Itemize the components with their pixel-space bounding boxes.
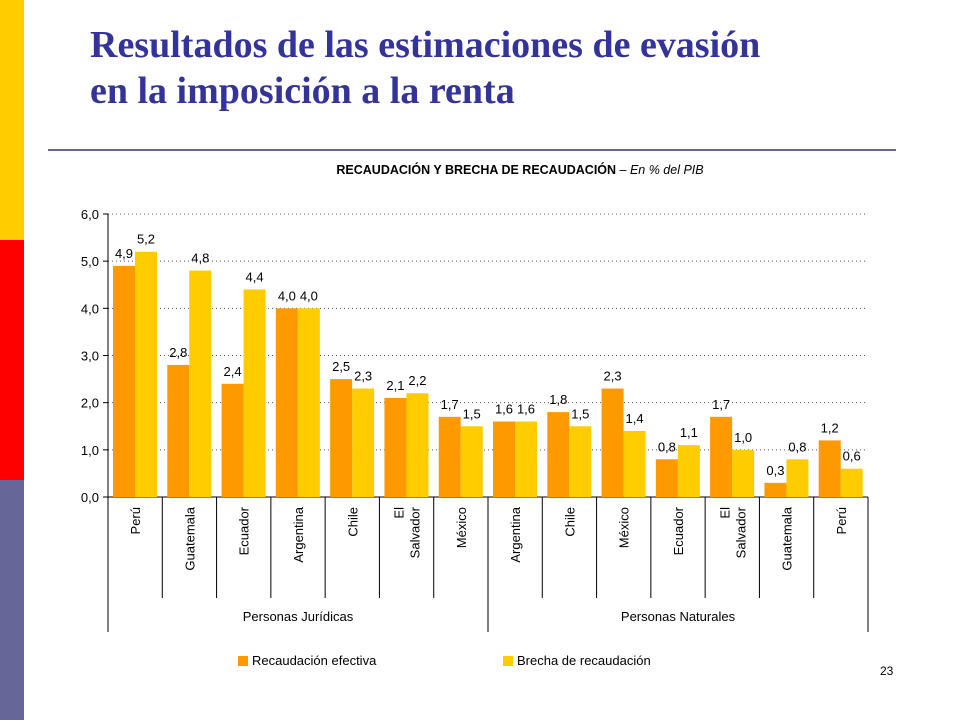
- bar: [352, 388, 375, 497]
- data-label: 1,6: [495, 402, 513, 417]
- x-tick-label: Argentina: [508, 506, 523, 562]
- x-tick-label: Perú: [128, 507, 143, 534]
- y-tick-label: 1,0: [81, 443, 99, 458]
- data-label: 0,8: [658, 439, 676, 454]
- legend-label: Recaudación efectiva: [252, 653, 377, 668]
- bar: [167, 364, 190, 497]
- x-tick-label: Perú: [834, 507, 849, 534]
- bar: [655, 459, 678, 497]
- data-label: 0,6: [843, 449, 861, 464]
- bar: [384, 397, 407, 497]
- data-label: 4,0: [300, 288, 318, 303]
- x-tick-label: Argentina: [291, 506, 306, 562]
- group-label: Personas Naturales: [621, 609, 736, 624]
- y-tick-label: 2,0: [81, 396, 99, 411]
- bar: [569, 426, 592, 497]
- data-label: 4,8: [191, 251, 209, 266]
- data-label: 1,6: [517, 402, 535, 417]
- sidebar-blue-band: [0, 480, 24, 720]
- data-label: 1,5: [571, 406, 589, 421]
- legend-swatch: [503, 656, 513, 666]
- y-tick-label: 6,0: [81, 207, 99, 222]
- bar: [460, 426, 483, 497]
- x-tick-label: México: [617, 507, 632, 548]
- data-label: 2,8: [169, 345, 187, 360]
- data-label: 2,2: [408, 373, 426, 388]
- bar: [547, 412, 570, 497]
- data-label: 0,3: [766, 463, 784, 478]
- bar: [189, 270, 212, 497]
- bar: [406, 393, 429, 497]
- slide-title-line1: Resultados de las estimaciones de evasió…: [90, 24, 761, 66]
- data-label: 4,0: [278, 288, 296, 303]
- data-label: 2,1: [386, 378, 404, 393]
- x-tick-label: Ecuador: [237, 506, 252, 555]
- data-label: 1,0: [734, 430, 752, 445]
- data-label: 1,2: [821, 420, 839, 435]
- data-label: 2,3: [604, 369, 622, 384]
- x-tick-label: Chile: [345, 507, 360, 537]
- bar: [275, 308, 298, 497]
- bar: [732, 449, 755, 497]
- bar: [710, 416, 733, 497]
- x-tick-label: Guatemala: [780, 506, 795, 570]
- bar: [438, 416, 461, 497]
- data-label: 2,3: [354, 369, 372, 384]
- data-label: 1,5: [463, 406, 481, 421]
- bar: [818, 440, 841, 497]
- x-tick-label: ElSalvador: [717, 506, 748, 558]
- sidebar-yellow-band: [0, 0, 24, 240]
- bar: [786, 459, 809, 497]
- group-label: Personas Jurídicas: [243, 609, 354, 624]
- bar: [601, 388, 624, 497]
- bar: [221, 383, 244, 497]
- slide-title: Resultados de las estimaciones de evasió…: [90, 22, 910, 114]
- data-label: 4,9: [115, 246, 133, 261]
- chart-title: RECAUDACIÓN Y BRECHA DE RECAUDACIÓN – En…: [100, 163, 940, 177]
- x-tick-label: Ecuador: [671, 506, 686, 555]
- bar: [297, 308, 320, 497]
- data-label: 1,7: [441, 397, 459, 412]
- bar: [493, 421, 515, 497]
- title-divider: [48, 149, 896, 151]
- legend-swatch: [238, 656, 248, 666]
- data-label: 2,5: [332, 359, 350, 374]
- bar: [764, 482, 787, 497]
- data-label: 1,8: [549, 392, 567, 407]
- bar: [623, 430, 646, 497]
- y-tick-label: 5,0: [81, 254, 99, 269]
- y-tick-label: 0,0: [81, 490, 99, 505]
- bar: [135, 251, 157, 497]
- bar: [243, 289, 266, 497]
- y-tick-label: 4,0: [81, 301, 99, 316]
- x-tick-label: Chile: [562, 507, 577, 537]
- data-label: 4,4: [246, 269, 264, 284]
- page-number: 23: [880, 664, 894, 678]
- x-tick-label: Guatemala: [182, 506, 197, 570]
- data-label: 1,1: [680, 425, 698, 440]
- data-label: 0,8: [788, 439, 806, 454]
- sidebar-red-band: [0, 240, 24, 480]
- y-tick-label: 3,0: [81, 349, 99, 364]
- data-label: 5,2: [137, 232, 155, 247]
- bar: [515, 421, 537, 497]
- slide-title-line2: en la imposición a la renta: [90, 70, 515, 112]
- x-tick-label: ElSalvador: [392, 506, 423, 558]
- data-label: 1,4: [626, 411, 644, 426]
- data-label: 1,7: [712, 397, 730, 412]
- bar: [113, 265, 135, 497]
- chart-title-main: RECAUDACIÓN Y BRECHA DE RECAUDACIÓN: [336, 163, 617, 177]
- x-tick-label: México: [454, 507, 469, 548]
- bar: [677, 445, 700, 497]
- bar: [840, 468, 863, 497]
- legend-label: Brecha de recaudación: [517, 653, 651, 668]
- bar: [330, 379, 353, 497]
- data-label: 2,4: [224, 364, 242, 379]
- chart-title-unit: – En % del PIB: [619, 163, 704, 177]
